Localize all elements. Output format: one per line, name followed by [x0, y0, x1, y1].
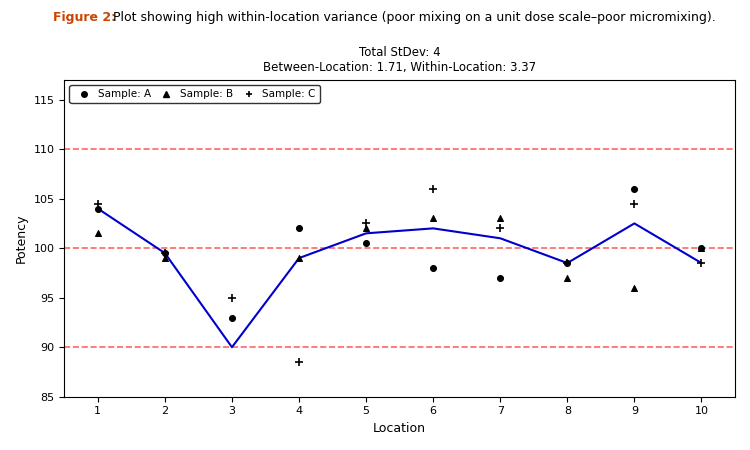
Point: [159, 250, 171, 257]
Point: [695, 245, 707, 252]
Point: [226, 314, 238, 321]
Point: [293, 255, 305, 262]
Point: [628, 200, 640, 207]
X-axis label: Location: Location: [374, 422, 426, 435]
Point: [92, 200, 104, 207]
Point: [494, 215, 506, 222]
Text: Plot showing high within-location variance (poor mixing on a unit dose scale–poo: Plot showing high within-location varian…: [109, 11, 716, 24]
Y-axis label: Potency: Potency: [15, 214, 28, 263]
Point: [695, 260, 707, 267]
Point: [628, 185, 640, 192]
Point: [92, 205, 104, 212]
Point: [293, 225, 305, 232]
Point: [561, 260, 573, 267]
Point: [427, 215, 439, 222]
Point: [561, 274, 573, 282]
Point: [494, 225, 506, 232]
Point: [360, 220, 372, 227]
Legend: Sample: A, Sample: B, Sample: C: Sample: A, Sample: B, Sample: C: [70, 85, 320, 104]
Point: [427, 265, 439, 272]
Point: [226, 294, 238, 302]
Point: [159, 250, 171, 257]
Point: [695, 245, 707, 252]
Title: Total StDev: 4
Between-Location: 1.71, Within-Location: 3.37: Total StDev: 4 Between-Location: 1.71, W…: [263, 46, 536, 75]
Point: [561, 260, 573, 267]
Point: [427, 185, 439, 192]
Point: [360, 240, 372, 247]
Point: [494, 274, 506, 282]
Point: [159, 255, 171, 262]
Point: [293, 359, 305, 366]
Point: [360, 225, 372, 232]
Point: [226, 423, 238, 430]
Text: Figure 2:: Figure 2:: [53, 11, 116, 24]
Point: [92, 230, 104, 237]
Point: [628, 284, 640, 292]
